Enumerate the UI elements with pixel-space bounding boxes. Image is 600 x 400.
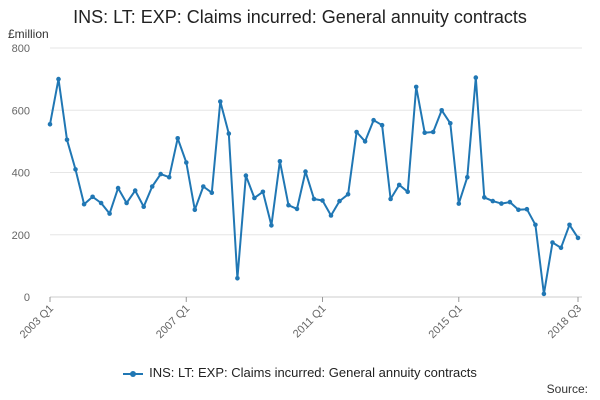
data-point[interactable] (439, 108, 445, 113)
series-group (47, 75, 581, 297)
data-point[interactable] (149, 184, 155, 189)
y-tick-label: 200 (12, 230, 30, 242)
data-point[interactable] (107, 211, 112, 216)
data-point[interactable] (413, 84, 419, 90)
data-point[interactable] (47, 122, 53, 127)
data-point[interactable] (73, 167, 78, 172)
data-point[interactable] (81, 201, 87, 207)
data-point[interactable] (260, 189, 266, 195)
data-point[interactable] (362, 139, 368, 144)
data-point[interactable] (388, 196, 393, 202)
data-point[interactable] (209, 190, 215, 195)
data-point[interactable] (56, 76, 61, 82)
data-point[interactable] (337, 198, 342, 204)
chart-title: INS: LT: EXP: Claims incurred: General a… (73, 7, 527, 27)
grid-lines (50, 47, 582, 298)
y-axis-ticks: 0 200 400 600 800 (12, 43, 30, 304)
data-point[interactable] (235, 276, 240, 281)
data-point[interactable] (286, 202, 291, 208)
data-point[interactable] (166, 174, 172, 180)
legend-label: INS: LT: EXP: Claims incurred: General a… (149, 365, 477, 380)
data-point[interactable] (345, 192, 351, 197)
data-point[interactable] (422, 130, 428, 135)
data-point[interactable] (499, 201, 504, 206)
x-tick-label: 2018 Q3 (546, 303, 584, 341)
data-point[interactable] (524, 206, 530, 212)
data-point[interactable] (303, 169, 308, 174)
data-point[interactable] (558, 245, 564, 251)
data-point[interactable] (567, 222, 572, 228)
data-point[interactable] (575, 235, 581, 241)
data-point[interactable] (175, 136, 180, 141)
data-point[interactable] (507, 199, 513, 205)
data-point[interactable] (294, 206, 300, 212)
data-point[interactable] (124, 200, 129, 206)
data-point[interactable] (354, 129, 359, 135)
data-point[interactable] (516, 207, 521, 213)
data-point[interactable] (379, 122, 385, 128)
data-point[interactable] (132, 188, 138, 193)
data-point[interactable] (243, 173, 249, 178)
source-label: Source: (546, 382, 588, 396)
data-point[interactable] (482, 195, 487, 200)
data-point[interactable] (115, 185, 121, 191)
legend-swatch (123, 369, 144, 379)
data-point[interactable] (448, 121, 453, 126)
data-point[interactable] (371, 117, 376, 123)
data-point[interactable] (465, 174, 470, 180)
x-tick-label: 2015 Q1 (427, 303, 465, 341)
data-point[interactable] (90, 194, 95, 200)
y-tick-label: 600 (12, 105, 30, 117)
data-point[interactable] (311, 196, 317, 202)
data-point[interactable] (158, 171, 163, 177)
data-point[interactable] (533, 222, 538, 228)
data-point[interactable] (226, 131, 232, 136)
y-tick-label: 0 (24, 292, 30, 304)
data-point[interactable] (184, 160, 189, 165)
data-point[interactable] (320, 198, 325, 203)
data-point[interactable] (541, 291, 547, 297)
x-tick-label: 2007 Q1 (154, 303, 192, 341)
x-tick-label: 2011 Q1 (291, 303, 329, 341)
y-axis-unit-label: £million (8, 27, 49, 41)
y-tick-label: 400 (12, 168, 30, 180)
data-point[interactable] (550, 240, 555, 245)
data-point[interactable] (201, 184, 206, 189)
data-point[interactable] (141, 204, 146, 209)
data-point[interactable] (430, 129, 436, 135)
data-point[interactable] (328, 213, 334, 218)
x-axis: 2003 Q1 2007 Q1 2011 Q1 2015 Q1 2018 Q3 (18, 296, 584, 341)
data-point[interactable] (405, 189, 411, 195)
legend: INS: LT: EXP: Claims incurred: General a… (0, 365, 600, 380)
data-point[interactable] (473, 75, 479, 80)
data-point[interactable] (218, 99, 223, 104)
data-point[interactable] (490, 198, 496, 204)
y-tick-label: 800 (12, 43, 30, 55)
x-tick-label: 2003 Q1 (18, 303, 56, 341)
data-point[interactable] (277, 159, 283, 164)
data-point[interactable] (192, 207, 198, 213)
data-point[interactable] (269, 223, 274, 228)
data-point[interactable] (252, 195, 257, 201)
data-point[interactable] (396, 182, 402, 188)
data-point[interactable] (98, 200, 104, 206)
data-point[interactable] (64, 137, 70, 143)
data-point[interactable] (456, 201, 462, 206)
